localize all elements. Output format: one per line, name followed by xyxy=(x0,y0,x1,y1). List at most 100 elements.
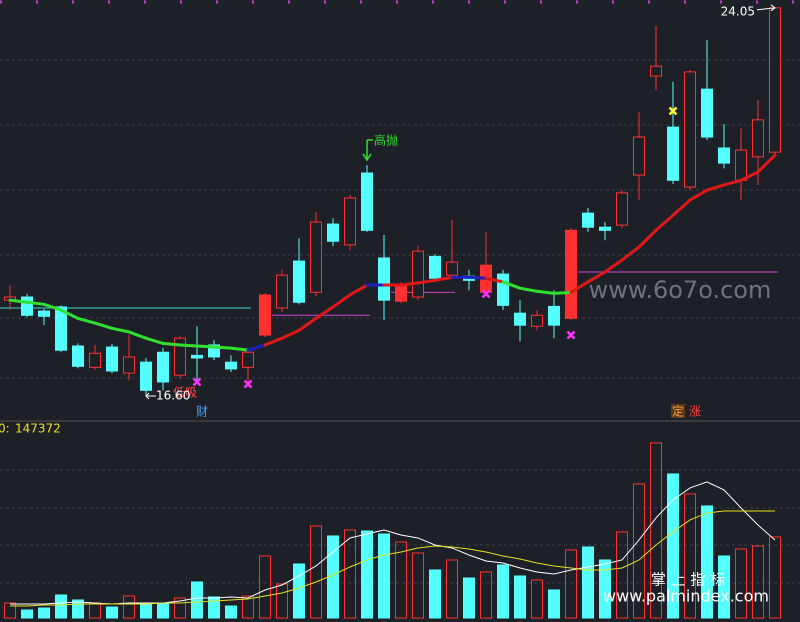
candle-body xyxy=(582,212,594,228)
ma-segment xyxy=(76,316,97,325)
volume-bar xyxy=(531,579,543,619)
candle-body xyxy=(565,229,577,319)
ma-segment xyxy=(127,330,148,340)
sell-arrow xyxy=(362,139,373,162)
volume-bar xyxy=(582,546,594,619)
low-label: 16.60 xyxy=(156,389,190,403)
buy-label: 低吸 xyxy=(173,386,197,400)
ma-segment xyxy=(705,183,726,192)
candle-body xyxy=(633,136,645,176)
ma-segment xyxy=(59,308,80,320)
ma-segment xyxy=(654,213,675,232)
volume-bar xyxy=(361,530,373,619)
signal-marker xyxy=(566,330,576,340)
ma-segment xyxy=(603,258,624,274)
candle-body xyxy=(701,88,713,138)
candle-body xyxy=(242,351,254,368)
volume-bar xyxy=(616,531,628,619)
candle-body xyxy=(361,172,373,231)
low-arrow xyxy=(145,392,156,400)
event-label: 财 xyxy=(196,405,208,419)
volume-bar xyxy=(310,525,322,619)
ma-segment xyxy=(484,276,505,284)
event-label: 涨 xyxy=(689,404,701,419)
volume-bar xyxy=(497,564,509,619)
volume-bar xyxy=(701,505,713,619)
volume-bar xyxy=(718,555,730,619)
volume-bar xyxy=(38,607,50,619)
ma-segment xyxy=(552,290,573,295)
ma-segment xyxy=(620,245,641,262)
volume-bar xyxy=(174,597,186,619)
volume-bar xyxy=(106,606,118,619)
ma-segment xyxy=(331,293,352,309)
ma-segment xyxy=(93,321,114,330)
candle-body xyxy=(667,126,679,181)
volume-value: 147372 xyxy=(15,422,61,436)
watermark: www.6o7o.com xyxy=(589,276,772,304)
volume-bar xyxy=(548,589,560,619)
volume-bar xyxy=(650,442,662,619)
ma-segment xyxy=(42,302,63,312)
candle-body xyxy=(599,226,611,231)
ma-segment xyxy=(739,170,760,182)
signal-marker xyxy=(192,377,202,387)
ma-segment xyxy=(722,178,743,187)
volume-bar xyxy=(123,595,135,619)
candle-body xyxy=(548,305,560,326)
volume-bar xyxy=(293,563,305,619)
volume-bar xyxy=(667,473,679,619)
candle-body xyxy=(616,192,628,226)
volume-bar xyxy=(429,569,441,619)
volume-bar xyxy=(344,529,356,619)
watermark: www.palmindex.com xyxy=(603,587,769,606)
candle-body xyxy=(38,310,50,317)
event-box xyxy=(671,404,685,418)
ma-segment xyxy=(637,228,658,249)
candle-body xyxy=(735,149,747,181)
volume-bar xyxy=(225,605,237,619)
high-arrow xyxy=(756,4,776,12)
ma-segment xyxy=(416,278,437,285)
candle-body xyxy=(191,354,203,359)
volume-bar xyxy=(157,602,169,619)
volume-bar xyxy=(684,493,696,619)
candle-body xyxy=(412,250,424,298)
volume-bar xyxy=(395,541,407,619)
ma-segment xyxy=(229,346,250,352)
candle-body xyxy=(55,306,67,351)
signal-marker xyxy=(243,379,253,389)
volume-bar xyxy=(735,548,747,619)
volume-bar xyxy=(412,552,424,619)
candle-body xyxy=(310,221,322,293)
volume-bar xyxy=(208,596,220,619)
candle-body xyxy=(106,346,118,372)
volume-bar xyxy=(463,577,475,619)
ma-segment xyxy=(161,341,182,347)
candle-body xyxy=(718,147,730,164)
volume-bar xyxy=(21,609,33,619)
candle-body xyxy=(650,65,662,77)
candle-body xyxy=(344,197,356,246)
volume-prefix: 0: xyxy=(0,422,10,436)
grid xyxy=(0,59,800,584)
signal-marker xyxy=(481,289,491,299)
ma-segment xyxy=(467,275,488,280)
candle-body xyxy=(259,294,271,336)
volume-bar xyxy=(633,483,645,619)
signal-marker xyxy=(668,106,678,116)
volume-bar xyxy=(565,549,577,619)
ma-segment xyxy=(195,344,216,349)
ma-segment xyxy=(144,336,165,345)
volume-bar xyxy=(4,602,16,619)
ma-segment xyxy=(433,275,454,282)
ma-segment xyxy=(280,328,301,340)
candle-body xyxy=(293,260,305,303)
candle-body xyxy=(208,344,220,358)
candle-body xyxy=(752,119,764,158)
candle-body xyxy=(531,314,543,327)
candle-body xyxy=(327,223,339,242)
candle-body xyxy=(21,296,33,316)
